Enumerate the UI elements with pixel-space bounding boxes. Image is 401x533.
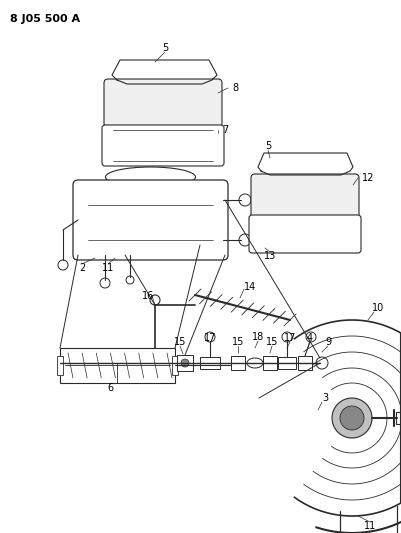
Text: 5: 5 <box>162 43 168 53</box>
Bar <box>57 356 63 375</box>
Polygon shape <box>257 153 352 175</box>
Text: 17: 17 <box>203 333 216 343</box>
Ellipse shape <box>305 187 339 205</box>
Text: 12: 12 <box>361 173 373 183</box>
FancyBboxPatch shape <box>248 215 360 253</box>
FancyBboxPatch shape <box>73 180 227 260</box>
Text: 6: 6 <box>107 383 113 393</box>
Ellipse shape <box>170 97 195 109</box>
Text: 18: 18 <box>251 332 263 342</box>
Ellipse shape <box>105 167 195 187</box>
Text: 11: 11 <box>101 263 114 273</box>
Text: 15: 15 <box>173 337 186 347</box>
Bar <box>297 356 311 370</box>
Ellipse shape <box>126 96 154 110</box>
Bar <box>231 356 244 370</box>
Bar <box>262 356 276 370</box>
Text: 10: 10 <box>371 303 383 313</box>
Text: 14: 14 <box>243 282 255 292</box>
Text: 8 J05 500 A: 8 J05 500 A <box>10 14 80 24</box>
Ellipse shape <box>270 190 294 202</box>
Ellipse shape <box>119 92 160 114</box>
Bar <box>200 357 219 369</box>
Text: 4: 4 <box>306 333 312 343</box>
Text: 11: 11 <box>363 521 375 531</box>
Bar <box>172 356 178 375</box>
FancyBboxPatch shape <box>250 174 358 218</box>
Text: 8: 8 <box>231 83 237 93</box>
Circle shape <box>331 398 371 438</box>
Ellipse shape <box>164 93 201 113</box>
Text: 7: 7 <box>221 125 227 135</box>
Text: 13: 13 <box>263 251 275 261</box>
Text: 17: 17 <box>283 333 296 343</box>
Bar <box>60 348 174 383</box>
Bar <box>277 357 295 369</box>
Text: 2: 2 <box>79 263 85 273</box>
Polygon shape <box>112 60 217 84</box>
Ellipse shape <box>311 190 333 201</box>
Ellipse shape <box>263 186 301 206</box>
Text: 3: 3 <box>321 393 327 403</box>
FancyBboxPatch shape <box>102 125 223 166</box>
FancyBboxPatch shape <box>104 79 221 127</box>
Bar <box>176 355 192 371</box>
Circle shape <box>339 406 363 430</box>
Circle shape <box>180 359 188 367</box>
Text: 9: 9 <box>324 337 330 347</box>
Text: 16: 16 <box>142 291 154 301</box>
Text: 5: 5 <box>264 141 270 151</box>
Text: 15: 15 <box>231 337 243 347</box>
Text: 15: 15 <box>265 337 277 347</box>
Bar <box>395 412 401 424</box>
